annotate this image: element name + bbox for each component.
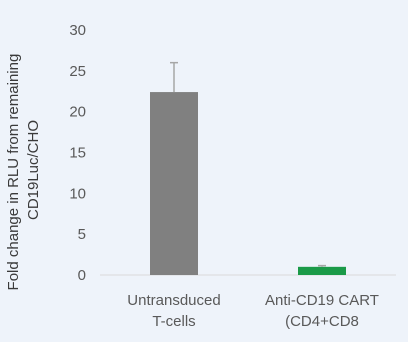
- y-tick-label: 10: [69, 185, 86, 202]
- x-category-label: (CD4+CD8: [285, 313, 359, 330]
- y-axis-title: Fold change in RLU from remaining CD19Lu…: [5, 50, 42, 291]
- bar: [150, 92, 198, 275]
- y-tick-label: 0: [78, 267, 86, 284]
- y-axis-ticks: 0 5 10 15 20 25 30: [69, 22, 86, 284]
- bar: [298, 266, 346, 275]
- y-tick-label: 15: [69, 145, 86, 162]
- y-axis-title-line-1: Fold change in RLU from remaining: [5, 54, 22, 291]
- x-category-label: T-cells: [152, 313, 195, 330]
- x-category-label: Anti-CD19 CART: [265, 292, 379, 309]
- bars: [150, 61, 346, 275]
- x-axis-categories: Untransduced T-cells Anti-CD19 CART (CD4+CD…: [127, 292, 379, 330]
- y-tick-label: 25: [69, 63, 86, 80]
- y-tick-label: 30: [69, 22, 86, 39]
- x-category-label: Untransduced: [127, 292, 220, 309]
- y-tick-label: 20: [69, 104, 86, 121]
- y-tick-label: 5: [78, 226, 86, 243]
- y-axis-title-line-2: CD19Luc/CHO: [25, 120, 42, 220]
